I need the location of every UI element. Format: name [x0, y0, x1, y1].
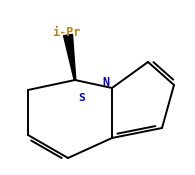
Text: S: S	[79, 93, 85, 103]
Text: i-Pr: i-Pr	[52, 26, 81, 40]
Polygon shape	[64, 34, 76, 80]
Text: N: N	[102, 76, 110, 89]
